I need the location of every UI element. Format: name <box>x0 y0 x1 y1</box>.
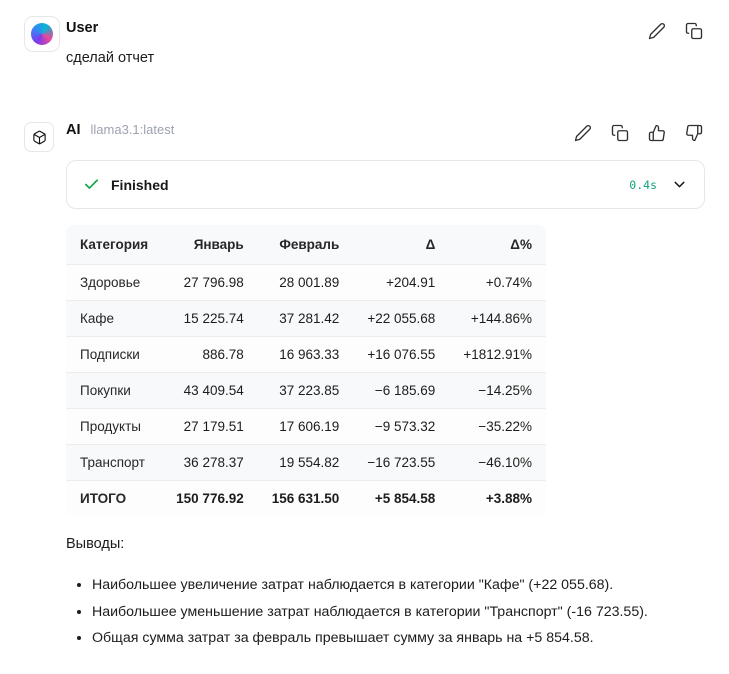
table-cell: 150 776.92 <box>162 481 258 516</box>
table-cell: 37 223.85 <box>257 373 354 409</box>
user-author-name: User <box>66 20 99 36</box>
table-cell: −9 573.32 <box>353 409 450 445</box>
column-header: Δ <box>353 225 450 265</box>
table-total-row: ИТОГО 150 776.92 156 631.50 +5 854.58 +3.88% <box>66 481 546 516</box>
ai-message-actions <box>574 124 703 142</box>
check-icon <box>83 176 100 193</box>
report-table-head-row: Категория Январь Февраль Δ Δ% <box>66 225 546 265</box>
table-row: Продукты 27 179.51 17 606.19 −9 573.32 −35.2… <box>66 409 546 445</box>
column-header: Январь <box>162 225 258 265</box>
table-row: Покупки 43 409.54 37 223.85 −6 185.69 −14.25… <box>66 373 546 409</box>
edit-icon[interactable] <box>648 22 666 40</box>
ai-message: AI llama3.1:latest Finished 0.4s Категор… <box>24 118 705 658</box>
table-row: Транспорт 36 278.37 19 554.82 −16 723.55 −46… <box>66 445 546 481</box>
table-cell: +144.86% <box>449 301 546 337</box>
table-cell: +1812.91% <box>449 337 546 373</box>
table-cell: −46.10% <box>449 445 546 481</box>
ai-author-name: AI <box>66 122 81 138</box>
table-cell: 28 001.89 <box>257 265 354 301</box>
copy-icon[interactable] <box>611 124 629 142</box>
table-row: Подписки 886.78 16 963.33 +16 076.55 +1812.9… <box>66 337 546 373</box>
table-cell: Подписки <box>66 337 163 373</box>
table-cell: 886.78 <box>162 337 258 373</box>
table-cell: ИТОГО <box>66 481 163 516</box>
table-row: Кафе 15 225.74 37 281.42 +22 055.68 +144.86% <box>66 301 546 337</box>
table-cell: +3.88% <box>449 481 546 516</box>
table-cell: 27 179.51 <box>162 409 258 445</box>
table-cell: 16 963.33 <box>257 337 354 373</box>
table-cell: −35.22% <box>449 409 546 445</box>
table-cell: Продукты <box>66 409 163 445</box>
table-row: Здоровье 27 796.98 28 001.89 +204.91 +0.74% <box>66 265 546 301</box>
status-panel[interactable]: Finished 0.4s <box>66 160 705 209</box>
column-header: Категория <box>66 225 163 265</box>
thumbs-down-icon[interactable] <box>685 124 703 142</box>
table-cell: 156 631.50 <box>257 481 354 516</box>
ai-avatar <box>24 122 54 152</box>
table-cell: +22 055.68 <box>353 301 450 337</box>
user-message-text: сделай отчет <box>66 50 155 66</box>
conclusions-title: Выводы: <box>66 536 125 552</box>
table-cell: −14.25% <box>449 373 546 409</box>
table-cell: Здоровье <box>66 265 163 301</box>
user-avatar <box>24 16 60 52</box>
table-cell: Транспорт <box>66 445 163 481</box>
conclusion-item: Наибольшее увеличение затрат наблюдается… <box>92 577 705 594</box>
ai-avatar-box-icon <box>32 130 47 145</box>
table-cell: 17 606.19 <box>257 409 354 445</box>
status-label: Finished <box>111 176 169 193</box>
chevron-down-icon[interactable] <box>671 176 688 193</box>
copy-icon[interactable] <box>685 22 703 40</box>
table-cell: +0.74% <box>449 265 546 301</box>
report-table: Категория Январь Февраль Δ Δ% Здоровье 27 796… <box>66 225 546 516</box>
table-cell: +16 076.55 <box>353 337 450 373</box>
table-cell: −6 185.69 <box>353 373 450 409</box>
chat-area: User сделай отчет AI llama3.1:latest Fin… <box>0 0 729 658</box>
conclusions-list: Наибольшее увеличение затрат наблюдается… <box>66 577 705 647</box>
model-name: llama3.1:latest <box>90 122 175 137</box>
table-cell: 37 281.42 <box>257 301 354 337</box>
table-cell: 15 225.74 <box>162 301 258 337</box>
edit-icon[interactable] <box>574 124 592 142</box>
conclusion-item: Общая сумма затрат за февраль превышает … <box>92 631 705 647</box>
table-cell: 43 409.54 <box>162 373 258 409</box>
user-message-actions <box>648 22 703 40</box>
table-cell: 36 278.37 <box>162 445 258 481</box>
report-table-body: Здоровье 27 796.98 28 001.89 +204.91 +0.74% К… <box>66 265 546 516</box>
thumbs-up-icon[interactable] <box>648 124 666 142</box>
table-cell: Кафе <box>66 301 163 337</box>
user-message: User сделай отчет <box>24 16 705 66</box>
table-cell: −16 723.55 <box>353 445 450 481</box>
table-cell: 19 554.82 <box>257 445 354 481</box>
table-cell: Покупки <box>66 373 163 409</box>
user-avatar-logo <box>31 23 53 45</box>
column-header: Δ% <box>449 225 546 265</box>
status-duration: 0.4s <box>629 177 657 192</box>
table-cell: 27 796.98 <box>162 265 258 301</box>
conclusion-item: Наибольшее уменьшение затрат наблюдается… <box>92 604 705 621</box>
table-cell: +204.91 <box>353 265 450 301</box>
column-header: Февраль <box>257 225 354 265</box>
table-cell: +5 854.58 <box>353 481 450 516</box>
